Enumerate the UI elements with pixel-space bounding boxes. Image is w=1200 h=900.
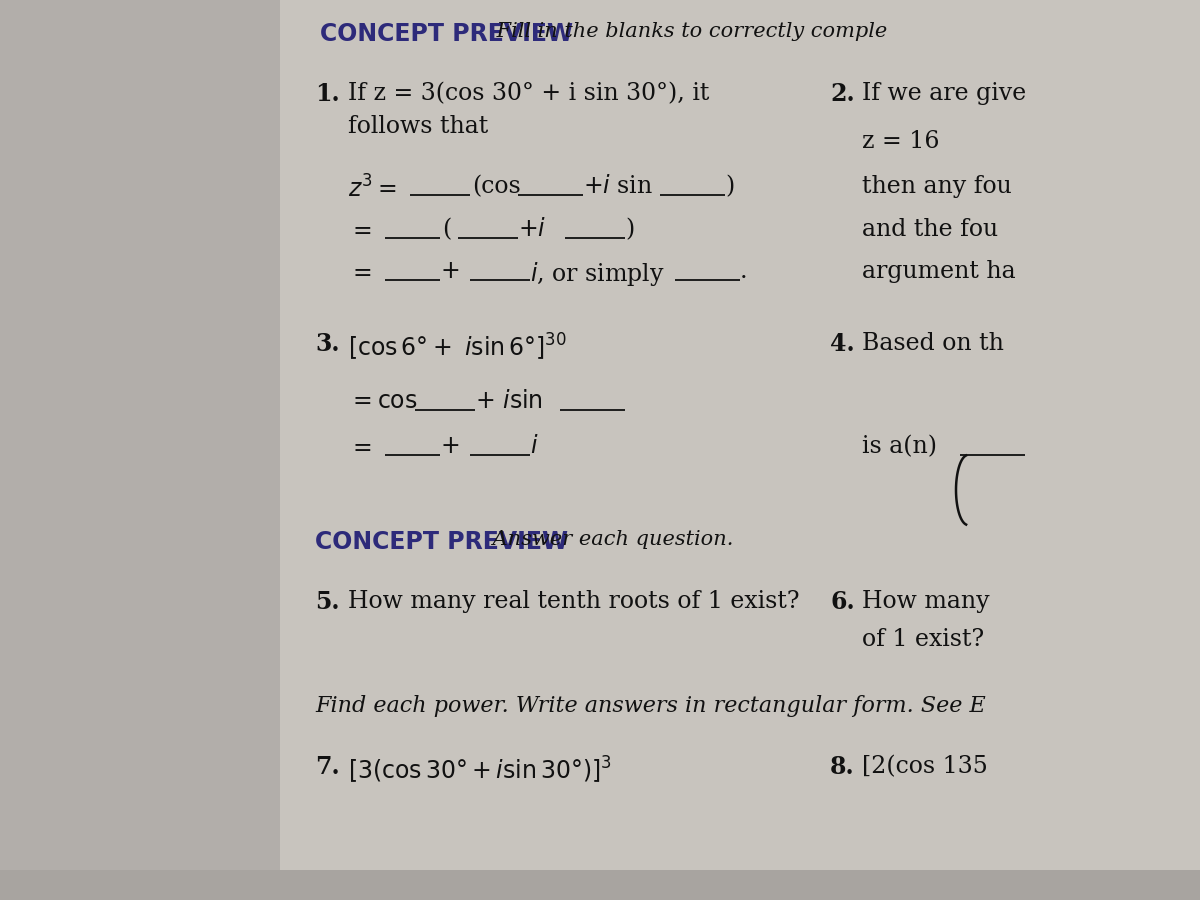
- Text: of 1 exist?: of 1 exist?: [862, 628, 984, 651]
- Text: then any fou: then any fou: [862, 175, 1012, 198]
- Text: and the fou: and the fou: [862, 218, 998, 241]
- Text: If z = 3(cos 30° + i sin 30°), it: If z = 3(cos 30° + i sin 30°), it: [348, 82, 709, 105]
- Text: Answer each question.: Answer each question.: [486, 530, 733, 549]
- Text: $+$: $+$: [440, 260, 460, 283]
- Text: 1.: 1.: [314, 82, 340, 106]
- Text: $=$: $=$: [348, 260, 372, 283]
- Text: ): ): [625, 218, 635, 241]
- Text: 7.: 7.: [314, 755, 340, 779]
- Text: Based on th: Based on th: [862, 332, 1004, 355]
- Bar: [0, 0, 280, 900]
- Text: 6.: 6.: [830, 590, 854, 614]
- Text: $[\cos 6° +\ i\sin 6°]^{30}$: $[\cos 6° +\ i\sin 6°]^{30}$: [348, 332, 566, 363]
- Text: CONCEPT PREVIEW: CONCEPT PREVIEW: [320, 22, 574, 46]
- Text: $i$, or simply: $i$, or simply: [530, 260, 665, 288]
- Text: Find each power. Write answers in rectangular form. See E: Find each power. Write answers in rectan…: [314, 695, 985, 717]
- Text: $=$: $=$: [348, 435, 372, 458]
- Text: 3.: 3.: [314, 332, 340, 356]
- Bar: [280, 0, 1200, 900]
- Text: (cos: (cos: [472, 175, 521, 198]
- Text: $+$: $+$: [440, 435, 460, 458]
- Text: $[3(\cos 30° + i\sin 30°)]^3$: $[3(\cos 30° + i\sin 30°)]^3$: [348, 755, 612, 786]
- Text: $=$: $=$: [348, 218, 372, 241]
- Text: $+ i$ sin: $+ i$ sin: [583, 175, 653, 198]
- Text: CONCEPT PREVIEW: CONCEPT PREVIEW: [314, 530, 568, 554]
- Bar: [0, 870, 1200, 900]
- Text: 2.: 2.: [830, 82, 854, 106]
- Text: If we are give: If we are give: [862, 82, 1026, 105]
- Text: $i$: $i$: [530, 435, 539, 458]
- Text: $z^3 =$: $z^3 =$: [348, 175, 397, 202]
- Text: follows that: follows that: [348, 115, 488, 138]
- Text: argument ha: argument ha: [862, 260, 1015, 283]
- Text: 8.: 8.: [830, 755, 854, 779]
- Text: How many real tenth roots of 1 exist?: How many real tenth roots of 1 exist?: [348, 590, 799, 613]
- Text: $=\cos$: $=\cos$: [348, 390, 418, 413]
- Text: $+\ i\sin$: $+\ i\sin$: [475, 390, 542, 413]
- Text: (: (: [442, 218, 451, 241]
- Text: ): ): [725, 175, 734, 198]
- Text: [2(cos 135: [2(cos 135: [862, 755, 988, 778]
- Text: .: .: [740, 260, 748, 283]
- Text: is a(n): is a(n): [862, 435, 937, 458]
- Text: $+ i$: $+ i$: [518, 218, 546, 241]
- Text: 5.: 5.: [314, 590, 340, 614]
- Text: z = 16: z = 16: [862, 130, 940, 153]
- Text: Fill in the blanks to correctly comple: Fill in the blanks to correctly comple: [490, 22, 887, 41]
- Text: 4.: 4.: [830, 332, 854, 356]
- Text: How many: How many: [862, 590, 990, 613]
